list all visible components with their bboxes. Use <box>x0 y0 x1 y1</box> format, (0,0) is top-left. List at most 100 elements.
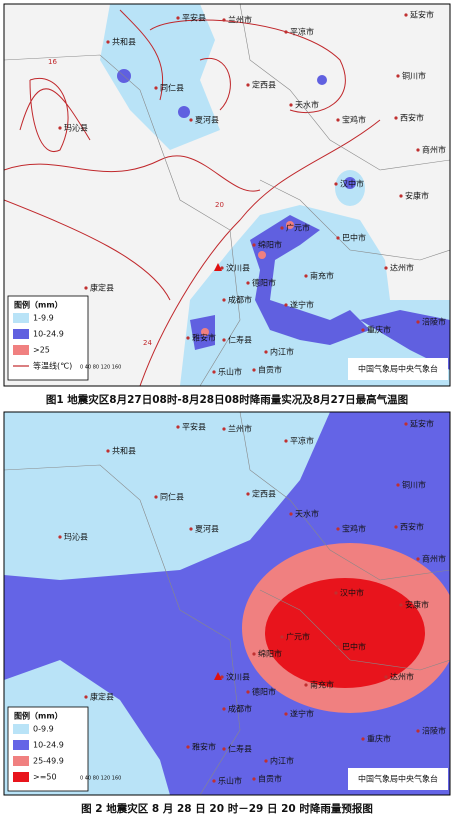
city-label: 德阳市 <box>252 278 276 288</box>
scale: 0 40 80 120 160 <box>80 365 121 371</box>
city-label: 仁寿县 <box>228 335 252 345</box>
city-label: 安康市 <box>405 600 429 610</box>
city-label: 平凉市 <box>290 436 314 446</box>
city-label: 内江市 <box>270 756 294 766</box>
city-label: 涪陵市 <box>422 726 446 736</box>
city-label: 玛沁县 <box>64 123 88 133</box>
city-label: 内江市 <box>270 347 294 357</box>
city-dot <box>336 527 340 531</box>
city-label: 雅安市 <box>192 333 216 343</box>
city-dot <box>252 368 256 372</box>
city-label: 自贡市 <box>258 365 282 375</box>
city-label: 天水市 <box>295 509 319 519</box>
city-dot <box>106 449 110 453</box>
city-dot <box>284 30 288 34</box>
city-dot <box>416 320 420 324</box>
city-label: 德阳市 <box>252 687 276 697</box>
city-dot <box>416 557 420 561</box>
caption: 图 2 地震灾区 8 月 28 日 20 时－29 日 20 时降雨量预报图 <box>81 802 373 815</box>
city-dot <box>399 603 403 607</box>
city-label: 安康市 <box>405 191 429 201</box>
city-label: 延安市 <box>410 10 434 20</box>
city-label: 汶川县 <box>226 263 250 273</box>
city-label: 铜川市 <box>402 480 426 490</box>
city-label: 平凉市 <box>290 27 314 37</box>
scale: 0 40 80 120 160 <box>80 776 121 782</box>
city-label: 成都市 <box>228 295 252 305</box>
city-dot <box>252 777 256 781</box>
city-dot <box>280 226 284 230</box>
city-dot <box>84 286 88 290</box>
legend-swatch <box>13 756 29 766</box>
contour-label: 20 <box>215 201 224 209</box>
city-dot <box>176 425 180 429</box>
city-label: 西安市 <box>400 113 424 123</box>
city-dot <box>284 439 288 443</box>
city-dot <box>404 13 408 17</box>
city-dot <box>212 370 216 374</box>
city-dot <box>264 759 268 763</box>
city-label: 定西县 <box>252 80 276 90</box>
legend-title: 图例（mm） <box>14 300 63 310</box>
city-label: 同仁县 <box>160 492 184 502</box>
city-dot <box>252 652 256 656</box>
city-dot <box>399 194 403 198</box>
city-label: 汉中市 <box>340 588 364 598</box>
legend-label: 10-24.9 <box>33 330 64 339</box>
city-dot <box>394 116 398 120</box>
city-dot <box>246 281 250 285</box>
city-dot <box>222 427 226 431</box>
city-dot <box>222 18 226 22</box>
city-dot <box>186 336 190 340</box>
city-dot <box>336 236 340 240</box>
city-dot <box>396 483 400 487</box>
city-dot <box>289 103 293 107</box>
city-dot <box>222 338 226 342</box>
city-label: 商州市 <box>422 145 446 155</box>
city-dot <box>384 266 388 270</box>
city-label: 自贡市 <box>258 774 282 784</box>
city-dot <box>189 118 193 122</box>
city-label: 共和县 <box>112 447 136 456</box>
city-label: 涪陵市 <box>422 317 446 327</box>
city-dot <box>154 86 158 90</box>
city-dot <box>176 16 180 20</box>
city-label: 达州市 <box>390 672 414 682</box>
city-dot <box>222 747 226 751</box>
contour-label: 24 <box>143 339 152 347</box>
city-dot <box>222 298 226 302</box>
city-dot <box>246 492 250 496</box>
city-dot <box>252 243 256 247</box>
city-label: 南充市 <box>310 680 334 690</box>
epicenter <box>214 263 222 271</box>
city-dot <box>384 675 388 679</box>
city-dot <box>58 535 62 539</box>
city-dot <box>284 303 288 307</box>
legend-swatch <box>13 329 29 339</box>
city-dot <box>361 737 365 741</box>
city-label: 平安县 <box>182 13 206 23</box>
city-label: 达州市 <box>390 263 414 273</box>
city-dot <box>189 527 193 531</box>
credit: 中国气象局中央气象台 <box>358 364 438 374</box>
city-dot <box>154 495 158 499</box>
legend-label: 10-24.9 <box>33 741 64 750</box>
city-dot <box>394 525 398 529</box>
city-dot <box>280 635 284 639</box>
city-label: 西安市 <box>400 522 424 532</box>
city-label: 共和县 <box>112 38 136 47</box>
city-label: 平安县 <box>182 422 206 432</box>
city-dot <box>404 422 408 426</box>
city-dot <box>289 512 293 516</box>
city-label: 宝鸡市 <box>342 524 366 534</box>
legend-title: 图例（mm） <box>14 711 63 721</box>
city-dot <box>284 712 288 716</box>
city-label: 重庆市 <box>367 325 391 335</box>
city-dot <box>304 683 308 687</box>
city-label: 巴中市 <box>342 233 366 243</box>
city-label: 绵阳市 <box>258 240 282 250</box>
legend-label: 25-49.9 <box>33 757 64 766</box>
contour-label: 16 <box>48 58 57 66</box>
